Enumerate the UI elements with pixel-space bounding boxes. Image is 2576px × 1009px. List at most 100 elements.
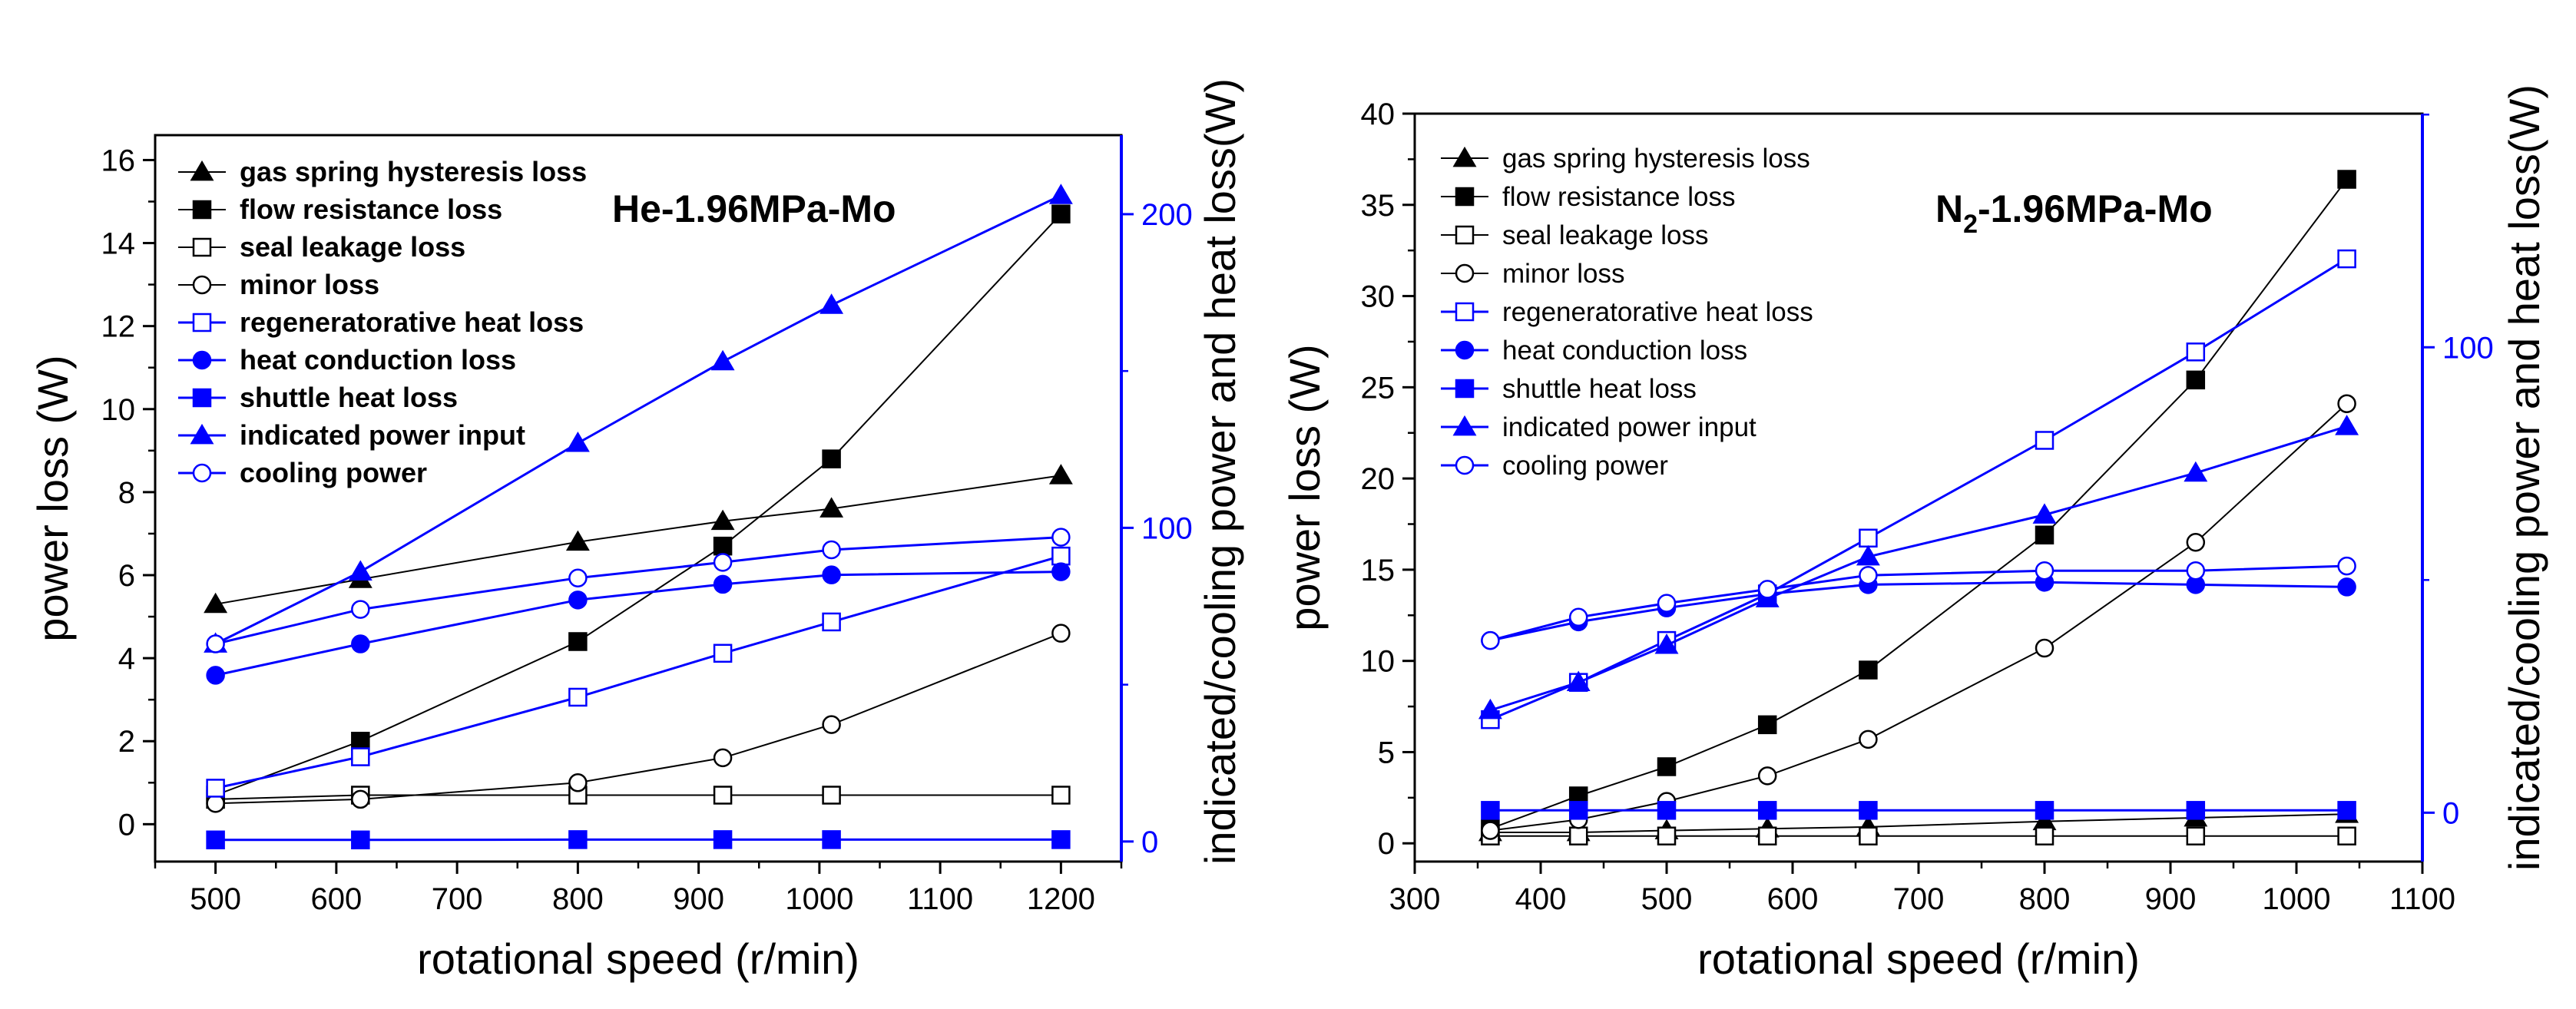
y-tick-label-n2-5: 5 (1378, 736, 1395, 769)
series-he-minor-loss (207, 625, 1070, 812)
y-tick-label-he-6: 6 (118, 559, 135, 593)
x-tick-label-he-1100: 1100 (907, 882, 973, 916)
data-point-flow-resistance-loss (2187, 372, 2204, 389)
data-point-indicated-power-input (713, 352, 733, 369)
y-tick-label-he-4: 4 (118, 642, 135, 676)
legend-item-heat-conduction-loss: heat conduction loss (1441, 336, 1747, 366)
legend-he: gas spring hysteresis loss flow resistanc… (178, 156, 587, 488)
data-point-heat-conduction-loss (714, 576, 731, 593)
y-tick-label-he-12: 12 (101, 310, 136, 344)
legend-item-regeneratorative-heat-loss: regeneratorative heat loss (178, 306, 584, 338)
legend-item-minor-loss: minor loss (178, 269, 379, 300)
data-point-cooling-power (352, 601, 369, 618)
legend-label: indicated power input (1502, 412, 1757, 442)
data-point-cooling-power (823, 541, 840, 558)
x-tick-label-he-1200: 1200 (1027, 882, 1095, 916)
legend-item-cooling-power: cooling power (178, 457, 427, 488)
data-point-shuttle-heat-loss (2187, 802, 2204, 819)
y-tick-label-he-14: 14 (101, 227, 136, 261)
series-line-cooling-power (1490, 566, 2346, 640)
data-point-seal-leakage-loss (2187, 828, 2204, 845)
data-point-regeneratorative-heat-loss (1052, 548, 1069, 564)
series-line-regeneratorative-heat-loss (216, 556, 1061, 788)
data-point-indicated-power-input (1480, 700, 1501, 718)
y2-tick-label-he-200: 200 (1141, 198, 1193, 232)
data-point-seal-leakage-loss (714, 787, 731, 804)
legend-label: cooling power (1502, 451, 1668, 481)
legend-label: regeneratorative heat loss (240, 306, 584, 338)
data-point-cooling-power (1658, 595, 1675, 612)
legend-marker (194, 239, 210, 256)
data-point-flow-resistance-loss (1759, 716, 1776, 733)
legend-marker (192, 162, 213, 180)
legend-label: shuttle heat loss (240, 382, 458, 413)
x-tick-label-he-1000: 1000 (785, 882, 853, 916)
x-tick-label-n2-1000: 1000 (2263, 882, 2331, 916)
data-point-regeneratorative-heat-loss (569, 689, 586, 706)
legend-item-indicated-power-input: indicated power input (1441, 412, 1757, 442)
data-point-minor-loss (2187, 534, 2204, 551)
data-point-regeneratorative-heat-loss (823, 614, 840, 630)
series-line-gas-spring-hysteresis-loss (1490, 814, 2346, 832)
legend-marker (1456, 380, 1473, 397)
data-point-shuttle-heat-loss (352, 832, 369, 849)
legend-marker (1456, 457, 1473, 474)
data-point-cooling-power (2036, 562, 2053, 579)
legend-item-cooling-power: cooling power (1441, 451, 1668, 481)
data-point-cooling-power (1482, 632, 1498, 649)
series-n2-shuttle-heat-loss (1482, 802, 2355, 819)
series-line-heat-conduction-loss (216, 572, 1061, 676)
chart-title-he: He-1.96MPa-Mo (612, 187, 896, 230)
data-point-flow-resistance-loss (352, 733, 369, 749)
y-tick-label-n2-0: 0 (1378, 827, 1395, 861)
data-point-indicated-power-input (1051, 186, 1071, 203)
data-point-shuttle-heat-loss (2036, 802, 2053, 819)
legend-label: seal leakage loss (240, 231, 465, 263)
legend-marker (194, 352, 210, 369)
y-tick-label-n2-25: 25 (1361, 371, 1396, 405)
data-point-indicated-power-input (2336, 417, 2357, 435)
data-point-cooling-power (1570, 609, 1587, 626)
data-point-shuttle-heat-loss (1658, 802, 1675, 819)
x-axis-label-he: rotational speed (r/min) (417, 935, 859, 983)
legend-item-gas-spring-hysteresis-loss: gas spring hysteresis loss (178, 156, 587, 187)
x-tick-label-n2-700: 700 (1893, 882, 1945, 916)
data-point-heat-conduction-loss (569, 591, 586, 608)
data-point-seal-leakage-loss (1759, 828, 1776, 845)
legend-item-flow-resistance-loss: flow resistance loss (1441, 182, 1735, 212)
data-point-flow-resistance-loss (1859, 662, 1876, 679)
x-axis-label-n2: rotational speed (r/min) (1697, 935, 2140, 983)
chart-title-n2: N2-1.96MPa-Mo (1935, 187, 2213, 239)
data-point-cooling-power (714, 554, 731, 571)
data-point-seal-leakage-loss (1570, 828, 1587, 845)
legend-marker (194, 314, 210, 331)
data-point-minor-loss (1482, 822, 1498, 839)
data-point-cooling-power (1052, 529, 1069, 546)
data-point-seal-leakage-loss (1052, 787, 1069, 804)
y-tick-label-he-10: 10 (101, 393, 136, 427)
data-point-shuttle-heat-loss (2339, 802, 2356, 819)
data-point-indicated-power-input (350, 562, 371, 580)
legend-label: gas spring hysteresis loss (1502, 144, 1810, 174)
data-point-heat-conduction-loss (2339, 578, 2356, 595)
y-tick-label-n2-30: 30 (1361, 280, 1396, 314)
y2-axis-label-he: indicated/cooling power and heat loss(W) (1196, 78, 1244, 865)
data-point-flow-resistance-loss (569, 633, 586, 650)
data-point-minor-loss (1052, 625, 1069, 642)
series-line-flow-resistance-loss (216, 214, 1061, 796)
x-tick-label-n2-500: 500 (1641, 882, 1693, 916)
legend-label: shuttle heat loss (1502, 374, 1697, 404)
legend-label: heat conduction loss (1502, 336, 1747, 366)
y-tick-label-he-0: 0 (118, 808, 135, 842)
data-point-minor-loss (714, 749, 731, 766)
legend-item-heat-conduction-loss: heat conduction loss (178, 344, 516, 375)
legend-label: flow resistance loss (240, 194, 502, 225)
y2-tick-label-n2-100: 100 (2442, 331, 2494, 365)
legend-label: minor loss (240, 269, 379, 300)
legend-item-seal-leakage-loss: seal leakage loss (178, 231, 465, 263)
